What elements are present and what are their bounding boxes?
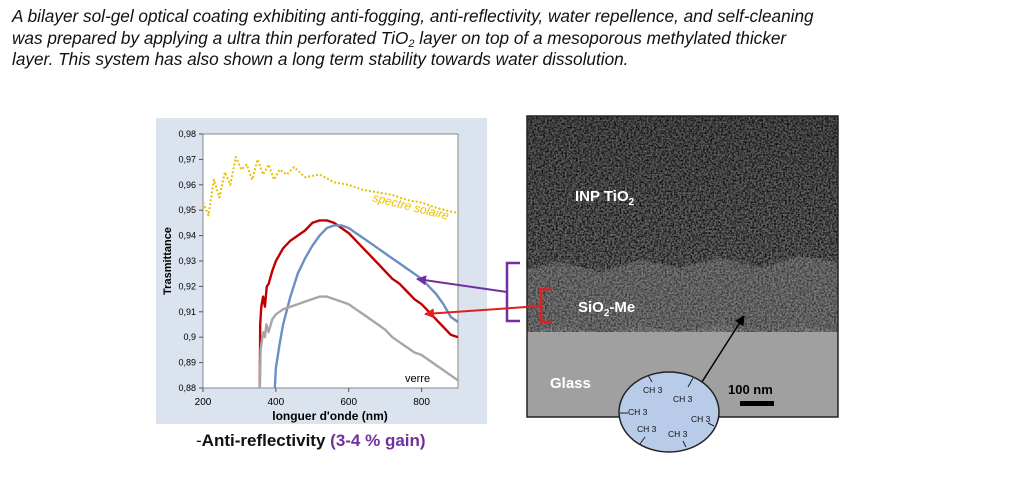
y-tick-label: 0,9 (183, 332, 196, 342)
x-tick-label: 600 (340, 397, 357, 408)
bond-line (687, 377, 694, 388)
methyl-group-label: CH 3 (628, 407, 648, 417)
methyl-group-label: CH 3 (668, 429, 688, 439)
abstract-tio2-subscript: 2 (408, 37, 415, 50)
caption-label: Anti-reflectivity (201, 431, 326, 450)
porous-tio2-texture (527, 116, 838, 281)
methyl-group-label: CH 3 (643, 385, 663, 395)
figure-caption: -Anti-reflectivity (3-4 % gain) (196, 431, 426, 451)
methyl-group-label: CH 3 (691, 414, 711, 424)
x-tick-label: 200 (195, 397, 212, 408)
bond-line (647, 374, 653, 383)
x-tick-label: 400 (268, 397, 285, 408)
y-tick-label: 0,89 (178, 358, 196, 368)
sio2-me-arrow (424, 305, 542, 319)
scale-bar-label: 100 nm (728, 382, 773, 397)
y-tick-label: 0,96 (178, 180, 196, 190)
glass-annotation: verre (405, 373, 430, 385)
scale-bar (740, 401, 774, 406)
transmittance-chart: 0,88 0,89 0,9 0,91 0,92 0,93 0,94 0,95 0,96 0,97 0… (156, 118, 487, 424)
y-tick-label: 0,93 (178, 256, 196, 266)
y-axis-label: Trasmittance (162, 227, 174, 295)
abstract-text: A bilayer sol-gel optical coating exhibi… (12, 6, 1012, 71)
y-tick-label: 0,98 (178, 129, 196, 139)
chart-plot-area (202, 133, 459, 389)
sio2-me-bracket (539, 287, 552, 324)
abstract-line-2: was prepared by applying a ultra thin pe… (12, 28, 1012, 50)
x-axis: 200 400 600 800 (195, 388, 430, 408)
abstract-line-3: layer. This system has also shown a long… (12, 49, 629, 69)
zoom-arrow (699, 315, 745, 386)
tio2-layer-label: INP TiO2 (575, 188, 635, 208)
bond-line (639, 436, 646, 445)
bilayer-arrow (416, 275, 508, 293)
bare-glass-line (258, 295, 459, 389)
glass-substrate-label: Glass (550, 375, 591, 392)
x-tick-label: 800 (413, 397, 430, 408)
pore-ellipse (618, 371, 720, 453)
solar-spectrum-line (202, 155, 459, 217)
y-tick-label: 0,97 (178, 154, 196, 164)
bilayer-bracket (505, 261, 520, 323)
y-axis: 0,88 0,89 0,9 0,91 0,92 0,93 0,94 0,95 0,96 0,97 0… (178, 129, 203, 393)
abstract-line-2-start: was prepared by applying a ultra thin pe… (12, 27, 409, 48)
abstract-line-2-end: layer on top of a mesoporous methylated … (414, 27, 787, 48)
y-tick-label: 0,91 (178, 307, 196, 317)
x-axis-label: longuer d'onde (nm) (272, 409, 388, 423)
caption-dash: - (196, 431, 202, 450)
abstract-line-1: A bilayer sol-gel optical coating exhibi… (12, 6, 814, 26)
y-tick-label: 0,92 (178, 281, 196, 291)
methylated-pore-illustration: CH 3 CH 3 CH 3 CH 3 CH 3 CH 3 (618, 371, 720, 453)
caption-gain: (3-4 % gain) (330, 431, 426, 450)
bond-line (682, 440, 687, 448)
y-tick-label: 0,95 (178, 205, 196, 215)
sio2-me-layer-label: SiO2-Me (578, 299, 635, 319)
y-tick-label: 0,88 (178, 383, 196, 393)
y-tick-label: 0,94 (178, 231, 196, 241)
sem-micrograph: INP TiO2 SiO2-Me Glass 100 nm (526, 115, 839, 418)
methyl-group-label: CH 3 (637, 424, 657, 434)
sio2-me-texture (527, 256, 838, 332)
methyl-group-label: CH 3 (673, 394, 693, 404)
bond-line (707, 422, 715, 427)
